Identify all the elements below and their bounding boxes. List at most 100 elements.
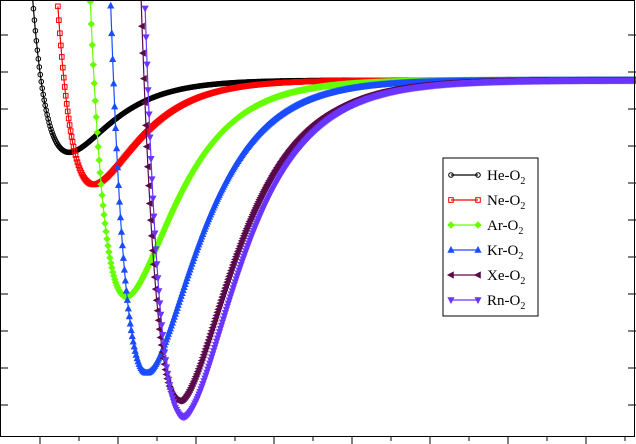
series-1-point [49, 129, 55, 136]
series-1-point [46, 119, 52, 126]
series-6-point [147, 156, 155, 163]
series-2-point [63, 101, 70, 107]
series-4-point [129, 337, 137, 345]
series-3-point [106, 254, 114, 262]
series-3 [86, 0, 636, 301]
series-3-point [88, 41, 96, 49]
legend-marker [475, 172, 481, 178]
series-6-point [157, 311, 165, 319]
series-5-point [138, 49, 146, 57]
series-4-point [118, 241, 127, 249]
series-5-point [139, 74, 147, 83]
legend-item: Kr-O2 [447, 243, 523, 262]
series-6-point [142, 34, 150, 42]
series-4-point [120, 265, 129, 273]
series-6-point [156, 300, 164, 308]
series-1-point [31, 17, 38, 23]
series-3-point [92, 113, 100, 121]
series-2-point [61, 84, 68, 90]
series-1-point [37, 71, 44, 78]
legend-item: Xe-O2 [446, 268, 525, 287]
legend-marker [447, 297, 455, 305]
legend-marker [448, 172, 454, 178]
series-4-point [127, 326, 135, 334]
series-6-point [154, 275, 162, 283]
series-3-point [98, 191, 106, 199]
series-2-point [59, 64, 66, 71]
legend-label: Kr-O2 [487, 243, 523, 262]
series-4-point [112, 124, 120, 131]
series-3-point [101, 219, 109, 228]
series-6-point [159, 332, 167, 339]
series-6-point [166, 387, 175, 394]
series-1-point [34, 47, 41, 53]
series-3-point [90, 79, 98, 88]
series-4-point [124, 304, 132, 312]
series-3-point [91, 97, 99, 105]
series-5-point [137, 22, 145, 30]
series-2-point [56, 17, 62, 24]
series-4-point [113, 163, 122, 171]
legend-item: Ar-O2 [447, 218, 523, 237]
series-6 [141, 5, 636, 422]
legend-item: Ne-O2 [448, 193, 525, 212]
series-3-point [94, 143, 102, 151]
series-3-point [105, 248, 113, 256]
legend-marker [473, 271, 481, 279]
series-4-point [108, 29, 116, 37]
series-2-point [65, 115, 72, 122]
legend-marker [475, 197, 481, 203]
series-2-point [71, 148, 78, 154]
series-3-point [100, 211, 108, 219]
series-6-point [148, 176, 156, 184]
series-2-point [62, 92, 69, 99]
series-5-point [146, 216, 154, 224]
legend-label: He-O2 [487, 168, 525, 187]
legend-items: He-O2 Ne-O2 Ar-O2 Kr-O2 Xe-O2 Rn-O2 [446, 168, 525, 312]
series-3-point [93, 128, 101, 137]
series-2-point [55, 3, 61, 10]
series-6-point [163, 364, 171, 372]
series-3-point [103, 235, 111, 243]
series-2-point [68, 133, 75, 140]
series-6-point [150, 213, 158, 221]
series-6-point [145, 111, 153, 119]
series-4-point [121, 276, 129, 284]
series-6-point [162, 357, 170, 365]
legend-item: Rn-O2 [447, 293, 525, 312]
series-5-point [140, 99, 148, 107]
legend-marker [448, 197, 454, 203]
series-3-point [89, 61, 97, 69]
legend-marker [446, 271, 454, 279]
series-2-point [60, 74, 67, 81]
series-6-point [144, 87, 152, 95]
series-5-point [145, 199, 153, 208]
series-4-point [125, 312, 133, 320]
series-2-point [74, 159, 81, 165]
series-2-point [72, 152, 79, 158]
series-6-point [151, 230, 159, 238]
series-6-point [160, 341, 168, 348]
series-4-point [123, 295, 131, 303]
series-1-point [47, 123, 53, 129]
series-5-point [144, 182, 152, 190]
series-5-point [154, 316, 162, 324]
legend-box [442, 157, 539, 317]
series-6-point [166, 382, 174, 390]
series-6-point [164, 370, 172, 378]
legend-label: Rn-O2 [487, 293, 525, 312]
series-2-point [64, 108, 71, 115]
series-4-point [113, 144, 121, 152]
series-1-point [33, 37, 40, 44]
series-1-point [38, 78, 45, 85]
series-3-point [95, 156, 103, 164]
series-6-point [155, 288, 163, 296]
series-2-point [67, 128, 74, 134]
axis-ticks [0, 34, 636, 444]
series-3-point [99, 201, 107, 210]
legend-label: Xe-O2 [487, 268, 525, 287]
series-2-point [59, 54, 65, 60]
series-6-point [153, 261, 161, 269]
